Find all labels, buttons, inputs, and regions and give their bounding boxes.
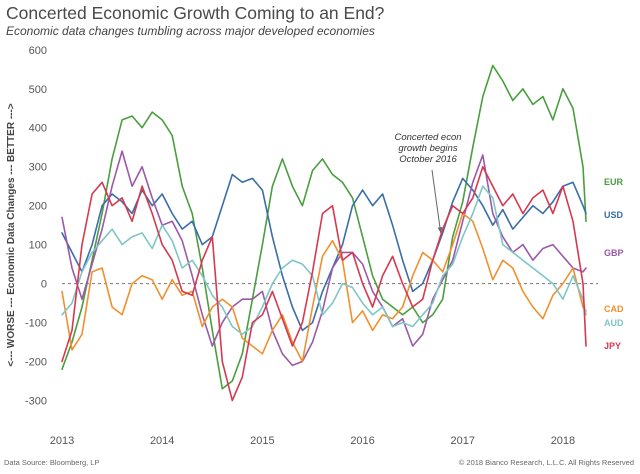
- chart-title: Concerted Economic Growth Coming to an E…: [6, 3, 385, 23]
- series-label-jpy: JPY: [604, 341, 621, 351]
- series-label-gbp: GBP: [604, 248, 624, 258]
- y-tick-label: 0: [41, 279, 47, 291]
- y-tick-label: 100: [29, 240, 47, 252]
- series-line-cad: [61, 212, 587, 363]
- series-line-aud: [61, 185, 587, 336]
- y-tick-label: -300: [25, 396, 47, 408]
- x-tick-label: 2015: [250, 435, 274, 447]
- x-tick-label: 2018: [551, 435, 575, 447]
- series-label-aud: AUD: [604, 318, 624, 328]
- series-line-gbp: [61, 150, 587, 367]
- y-tick-label: 200: [29, 201, 47, 213]
- y-tick-label: 500: [29, 84, 47, 96]
- series-line-jpy: [61, 165, 587, 402]
- x-tick-label: 2014: [150, 435, 174, 447]
- series-label-usd: USD: [604, 210, 624, 220]
- copyright-note: © 2018 Bianco Research, L.L.C. All Right…: [458, 458, 634, 467]
- y-tick-label: 600: [29, 45, 47, 57]
- annotation-arrowhead: [437, 227, 443, 233]
- series-line-eur: [61, 64, 587, 390]
- y-tick-label: -200: [25, 357, 47, 369]
- annotation-text-line: growth begins: [398, 143, 457, 154]
- x-tick-label: 2017: [451, 435, 475, 447]
- data-source-note: Data Source: Bloomberg, LP: [4, 458, 100, 467]
- annotation-text-line: October 2016: [399, 154, 457, 165]
- series-label-cad: CAD: [604, 304, 624, 314]
- chart-subtitle: Economic data changes tumbling across ma…: [6, 24, 375, 38]
- x-tick-label: 2016: [350, 435, 374, 447]
- series-line-usd: [61, 173, 587, 332]
- annotation-arrow: [431, 169, 442, 233]
- annotation-text-line: Concerted econ: [394, 132, 461, 143]
- y-axis-label: <--- WORSE --- Economic Data Changes ---…: [6, 103, 17, 367]
- series-label-eur: EUR: [604, 177, 624, 187]
- x-tick-label: 2013: [50, 435, 74, 447]
- y-tick-label: 300: [29, 162, 47, 174]
- y-tick-label: 400: [29, 123, 47, 135]
- y-tick-label: -100: [25, 318, 47, 330]
